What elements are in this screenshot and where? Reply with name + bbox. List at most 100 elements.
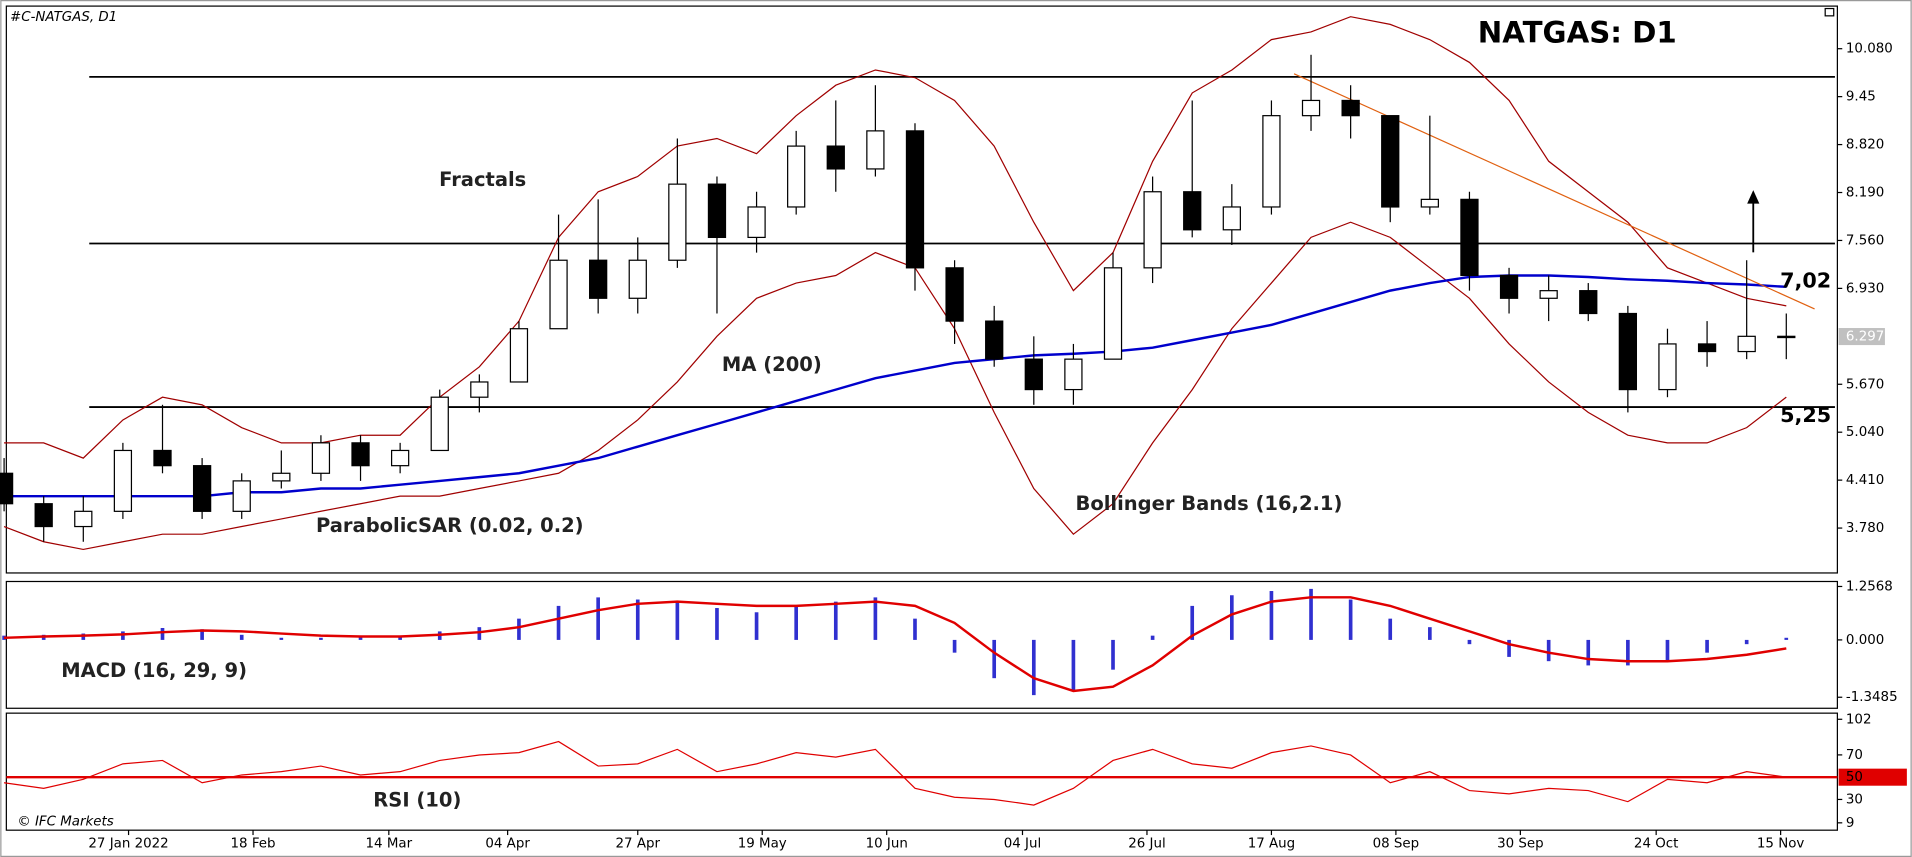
candle-body: [1737, 335, 1756, 353]
x-tick-label: 30 Sep: [1497, 837, 1544, 852]
candle-body: [272, 472, 291, 482]
candle-body: [1024, 358, 1043, 391]
candle-body: [1499, 274, 1519, 299]
x-tick-label: 26 Jul: [1128, 837, 1165, 852]
candle-body: [1222, 206, 1241, 231]
y-tick-label: 5.040: [1846, 425, 1884, 440]
y-tick-label: 7.560: [1846, 233, 1884, 248]
y-tick-label: 0.000: [1846, 633, 1884, 648]
y-tick-label: 9: [1846, 816, 1855, 831]
candle-body: [311, 442, 331, 474]
candle-body: [0, 472, 14, 505]
x-tick-label: 14 Mar: [366, 837, 413, 852]
y-tick-label: 4.410: [1846, 473, 1884, 488]
level-label: 5,25: [1780, 403, 1831, 427]
x-tick-label: 10 Jun: [866, 837, 908, 852]
candle-body: [1064, 358, 1083, 391]
candle-body: [549, 259, 568, 330]
x-tick-label: 24 Oct: [1634, 837, 1678, 852]
candle-body: [351, 442, 370, 467]
candle-body: [113, 449, 133, 512]
candle-body: [589, 259, 608, 299]
candle-body: [232, 480, 251, 512]
candle-body: [1777, 335, 1796, 339]
window-button[interactable]: [1824, 7, 1835, 17]
candle-body: [390, 449, 410, 467]
candle-body: [1103, 267, 1123, 360]
y-tick-label: 5.670: [1846, 377, 1884, 392]
level-label: 7,02: [1780, 269, 1831, 293]
candle-body: [826, 145, 845, 170]
trend-line: [1293, 73, 1815, 310]
candle-body: [1381, 115, 1400, 208]
x-tick-label: 17 Aug: [1248, 837, 1295, 852]
y-tick-label: 9.45: [1846, 90, 1876, 105]
candle-body: [1262, 115, 1281, 208]
last-price-box: [1838, 328, 1885, 346]
x-tick-label: 08 Sep: [1373, 837, 1420, 852]
x-tick-label: 18 Feb: [231, 837, 276, 852]
annotation: ParabolicSAR (0.02, 0.2): [316, 514, 584, 537]
candle-body: [153, 449, 172, 467]
annotation: Fractals: [439, 168, 526, 191]
macd-label: MACD (16, 29, 9): [61, 659, 247, 682]
candle-body: [1301, 99, 1321, 117]
y-tick-label: 3.780: [1846, 521, 1884, 536]
candle-body: [1460, 198, 1479, 277]
y-tick-label: 1.2568: [1846, 579, 1893, 594]
candle-body: [192, 465, 212, 512]
y-tick-label: -1.3485: [1846, 690, 1898, 705]
copyright: © IFC Markets: [17, 815, 113, 830]
candle-body: [1658, 343, 1677, 391]
x-tick-label: 19 May: [738, 837, 787, 852]
midline-label: 50: [1846, 770, 1863, 785]
candle-body: [747, 206, 766, 239]
candle-body: [787, 145, 806, 208]
plot-layer: 10.080 9.45 8.820 8.190 7.560 6.930 5.670 5.040…: [0, 16, 1907, 852]
candle-body: [707, 183, 727, 239]
x-tick-label: 04 Apr: [485, 837, 530, 852]
candle-body: [1341, 99, 1360, 117]
candle-body: [1143, 191, 1162, 269]
x-tick-label: 27 Jan 2022: [88, 837, 168, 852]
candle-body: [430, 396, 449, 452]
y-tick-label: 8.190: [1846, 186, 1884, 201]
y-tick-label: 102: [1846, 712, 1872, 727]
y-tick-label: 6.930: [1846, 281, 1884, 296]
bollinger-label: Bollinger Bands (16,2.1): [1075, 492, 1342, 515]
last-price: 6.297: [1846, 330, 1884, 345]
y-tick-label: 8.820: [1846, 138, 1884, 153]
rsi-label: RSI (10): [373, 788, 461, 811]
midline-box: [1838, 768, 1907, 786]
candle-body: [1420, 198, 1439, 208]
arrow-head: [1747, 190, 1760, 204]
x-tick-label: 04 Jul: [1004, 837, 1041, 852]
candle-body: [1618, 312, 1638, 391]
x-tick-label: 15 Nov: [1757, 837, 1805, 852]
candle-body: [470, 381, 489, 398]
ma-line: [4, 274, 1787, 498]
candle-body: [1697, 343, 1717, 353]
bollinger-band: [4, 16, 1787, 459]
symbol: #C-NATGAS, D1: [10, 10, 117, 25]
candle-body: [945, 267, 964, 322]
candle-body: [1579, 290, 1598, 315]
candle-body: [1183, 191, 1202, 231]
rsi-line: [3, 740, 1787, 806]
rsi-panel: [5, 712, 1838, 831]
x-tick-label: 27 Apr: [616, 837, 661, 852]
y-tick-label: 30: [1846, 792, 1863, 807]
price-panel: [5, 5, 1838, 574]
macd-panel: [5, 580, 1838, 709]
ma-label: MA (200): [722, 353, 822, 376]
bollinger-band: [3, 221, 1787, 551]
candle-body: [74, 510, 93, 528]
candle-body: [905, 130, 925, 269]
candle-body: [668, 183, 687, 261]
candle-body: [628, 259, 647, 299]
y-tick-label: 10.080: [1846, 42, 1893, 57]
candle-body: [509, 328, 529, 383]
candle-body: [1539, 290, 1558, 299]
chart-title: NATGAS: D1: [1478, 16, 1677, 50]
